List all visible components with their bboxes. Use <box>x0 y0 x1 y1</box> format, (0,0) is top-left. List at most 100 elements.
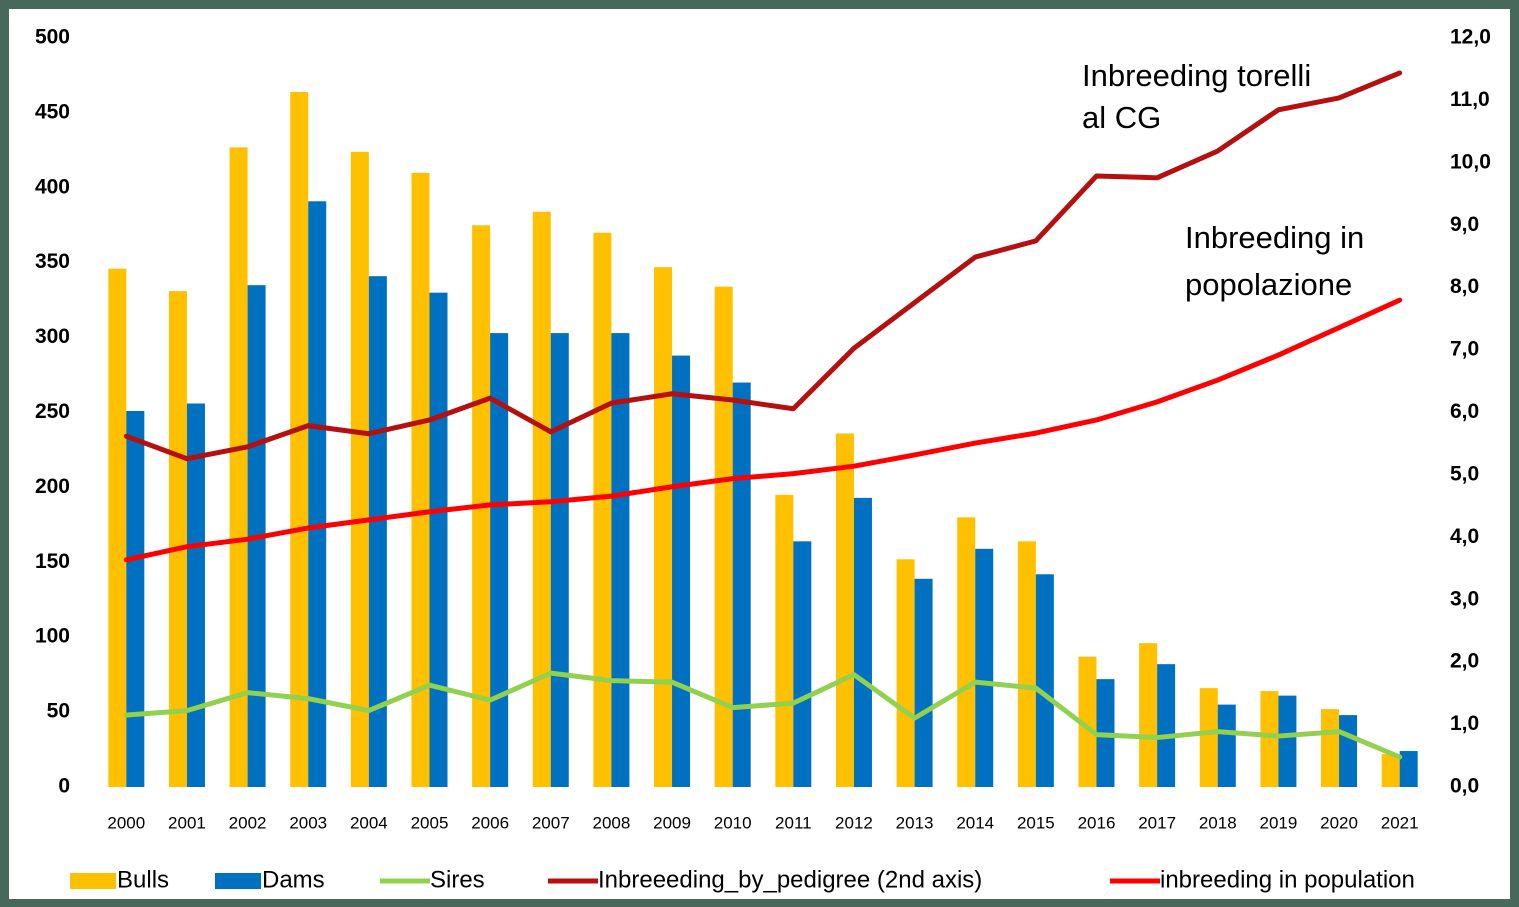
legend-label: Dams <box>262 866 325 893</box>
bar <box>775 494 794 787</box>
bar <box>1157 664 1176 787</box>
bar <box>350 151 369 787</box>
bar <box>975 548 994 787</box>
y2-tick-label: 6,0 <box>1450 400 1479 423</box>
y2-tick-label: 9,0 <box>1450 213 1479 236</box>
bar <box>1339 715 1358 787</box>
bar <box>490 333 509 787</box>
y-tick-label: 300 <box>35 325 70 348</box>
x-tick-label: 2019 <box>1259 813 1297 832</box>
bar <box>186 403 205 787</box>
annotation: al CG <box>1082 100 1161 135</box>
x-tick-label: 2004 <box>350 813 388 832</box>
bar <box>550 333 569 787</box>
y2-tick-label: 2,0 <box>1450 650 1479 673</box>
x-tick-label: 2013 <box>896 813 934 832</box>
x-tick-label: 2005 <box>411 813 449 832</box>
bar <box>1078 656 1097 787</box>
bar <box>1139 643 1158 787</box>
bar <box>368 276 387 787</box>
y-tick-label: 450 <box>35 100 70 123</box>
bar <box>108 268 127 787</box>
bar <box>732 382 751 787</box>
y2-tick-label: 7,0 <box>1450 338 1479 361</box>
x-tick-label: 2012 <box>835 813 873 832</box>
bar <box>126 411 145 787</box>
bar <box>1381 754 1400 787</box>
bar <box>532 211 551 787</box>
bar <box>229 147 248 787</box>
y2-tick-label: 0,0 <box>1450 775 1479 798</box>
x-tick-label: 2002 <box>229 813 267 832</box>
y-tick-label: 500 <box>35 26 70 49</box>
x-tick-label: 2011 <box>775 813 812 832</box>
bar <box>429 292 448 787</box>
legend-label: Sires <box>430 866 485 893</box>
x-tick-label: 2006 <box>471 813 509 832</box>
y2-tick-label: 1,0 <box>1450 712 1479 735</box>
legend-label: inbreeding in population <box>1160 866 1415 893</box>
bar <box>1278 695 1297 787</box>
bar <box>1260 691 1279 787</box>
y2-tick-label: 4,0 <box>1450 525 1479 548</box>
line <box>123 70 1403 462</box>
y2-tick-label: 12,0 <box>1450 26 1491 49</box>
y-tick-label: 50 <box>47 700 70 723</box>
line <box>123 297 1403 563</box>
annotation: Inbreeding torelli <box>1082 58 1311 93</box>
x-tick-label: 2017 <box>1138 813 1176 832</box>
x-tick-label: 2021 <box>1381 813 1419 832</box>
y2-tick-label: 3,0 <box>1450 587 1479 610</box>
bar <box>1217 704 1236 787</box>
bar <box>1035 574 1054 787</box>
legend-swatch <box>215 873 261 889</box>
bar <box>593 232 612 788</box>
y-tick-label: 150 <box>35 550 70 573</box>
bar <box>411 172 430 787</box>
bar <box>1017 541 1036 787</box>
y2-tick-label: 10,0 <box>1450 150 1491 173</box>
bar <box>1399 751 1418 787</box>
bar <box>896 559 915 787</box>
x-tick-label: 2008 <box>592 813 630 832</box>
annotation: popolazione <box>1185 267 1352 302</box>
bar <box>714 286 733 787</box>
y-tick-label: 250 <box>35 400 70 423</box>
bar <box>1321 709 1340 787</box>
x-tick-label: 2000 <box>107 813 145 832</box>
x-tick-label: 2014 <box>956 813 994 832</box>
bar <box>914 578 933 787</box>
y-tick-label: 100 <box>35 625 70 648</box>
x-tick-label: 2009 <box>653 813 691 832</box>
x-tick-label: 2016 <box>1078 813 1116 832</box>
y-tick-label: 400 <box>35 175 70 198</box>
x-tick-label: 2010 <box>714 813 752 832</box>
legend-label: Bulls <box>117 866 169 893</box>
bar <box>957 517 976 787</box>
y-tick-label: 0 <box>58 775 70 798</box>
y-tick-label: 350 <box>35 250 70 273</box>
bar <box>835 433 854 787</box>
legend-label: Inbreeeding_by_pedigree (2nd axis) <box>598 866 982 893</box>
bar <box>611 333 630 787</box>
y2-tick-label: 8,0 <box>1450 275 1479 298</box>
line <box>123 670 1403 760</box>
x-tick-label: 2007 <box>532 813 570 832</box>
bar <box>1199 688 1218 787</box>
y-tick-label: 200 <box>35 475 70 498</box>
bar <box>793 541 812 787</box>
bar <box>654 267 673 788</box>
bar <box>853 497 872 787</box>
x-tick-label: 2020 <box>1320 813 1358 832</box>
legend-swatch <box>70 873 116 889</box>
y2-tick-label: 5,0 <box>1450 462 1479 485</box>
annotation: Inbreeding in <box>1185 220 1364 255</box>
x-tick-label: 2003 <box>289 813 327 832</box>
bar <box>308 201 327 788</box>
x-tick-label: 2018 <box>1199 813 1237 832</box>
y2-tick-label: 11,0 <box>1450 88 1490 111</box>
bar <box>290 91 309 788</box>
bar <box>168 291 187 787</box>
bar <box>672 355 691 787</box>
